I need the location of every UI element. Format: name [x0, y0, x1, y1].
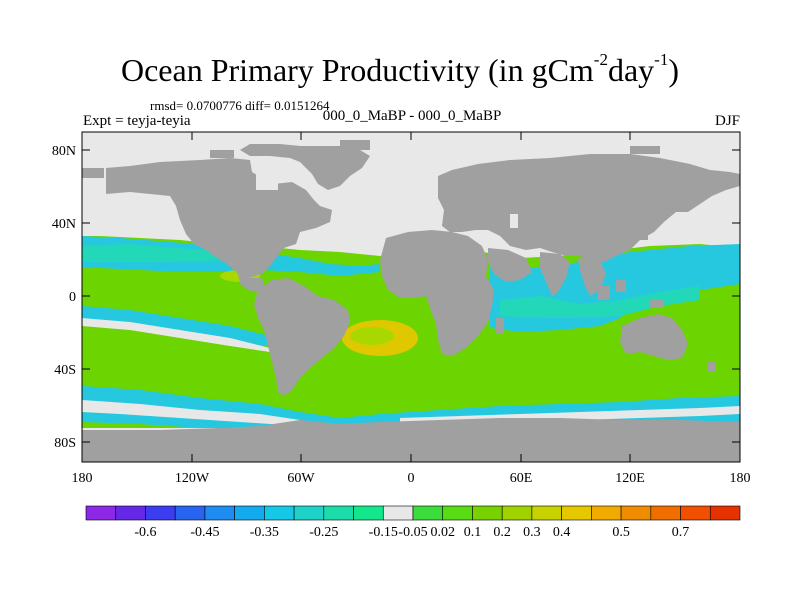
colorbar-swatch — [382, 505, 414, 521]
colorbar-label: 0.1 — [464, 525, 482, 540]
land-scandinavia — [440, 172, 462, 210]
y-tick-40n: 40N — [52, 217, 76, 232]
x-axis: 180 120W 60W 0 60E 120E 180 — [72, 132, 751, 486]
colorbar-label: -0.05 — [398, 525, 427, 540]
colorbar-labels: -0.6 -0.45 -0.35 -0.25 -0.15 -0.05 0.02 0.1 0.2 0… — [134, 525, 689, 540]
x-tick-180e: 180 — [730, 471, 751, 486]
colorbar-swatch — [442, 505, 473, 521]
land-arctic-island-2 — [630, 146, 660, 154]
colorbar-label: 0.02 — [430, 525, 455, 540]
y-tick-0: 0 — [69, 290, 76, 305]
x-tick-60e: 60E — [510, 471, 533, 486]
colorbar-swatch — [115, 505, 146, 521]
land-borneo — [616, 280, 626, 292]
colorbar-label: 0.5 — [612, 525, 630, 540]
time-period-label: 000_0_MaBP - 000_0_MaBP — [322, 108, 502, 124]
canada-lake — [292, 168, 302, 178]
colorbar-swatch — [174, 505, 206, 521]
land-alaska-tip — [82, 168, 104, 178]
x-tick-120w: 120W — [175, 471, 210, 486]
colorbar-label: 0.4 — [553, 525, 571, 540]
colorbar-swatch — [709, 505, 741, 521]
map-plot-area — [82, 132, 740, 462]
rmsd-diff-stats: rmsd= 0.0700776 diff= 0.0151264 — [150, 98, 330, 113]
indian-pacific-teal — [500, 286, 700, 318]
land-new-zealand — [708, 362, 716, 372]
colorbar-swatch — [650, 505, 681, 521]
land-south-america — [254, 278, 350, 396]
colorbar-swatch — [412, 505, 444, 521]
colorbar-swatch — [561, 505, 592, 521]
land-madagascar — [496, 318, 504, 334]
land-greenland — [240, 144, 370, 190]
colorbar-label: -0.25 — [309, 525, 338, 540]
experiment-label: Expt = teyja-teyia — [83, 113, 191, 129]
colorbar-swatch — [591, 505, 622, 521]
colorbar-swatch — [353, 505, 384, 521]
colorbar-label: -0.35 — [250, 525, 279, 540]
colorbar-swatch — [323, 505, 354, 521]
colorbar-swatch — [531, 505, 562, 521]
x-tick-60w: 60W — [287, 471, 315, 486]
land-central-america — [238, 274, 264, 292]
caspian-sea — [510, 214, 518, 228]
land-arabia — [488, 248, 532, 282]
colorbar-swatch — [204, 505, 235, 521]
land-antarctica — [82, 418, 740, 462]
land-australia — [620, 314, 688, 360]
colorbar-label: -0.6 — [134, 525, 156, 540]
land-india — [540, 252, 570, 296]
land-new-guinea — [650, 300, 664, 308]
colorbar-label: 0.3 — [523, 525, 541, 540]
colorbar-swatch — [234, 505, 265, 521]
colorbar-swatch — [501, 505, 533, 521]
south-pacific-cyan-streak — [82, 306, 270, 346]
x-tick-0: 0 — [408, 471, 415, 486]
x-tick-120e: 120E — [615, 471, 645, 486]
plot-title: Ocean Primary Productivity (in gCm-2day-… — [120, 50, 679, 88]
land-sumatra — [598, 286, 610, 300]
land-africa — [380, 230, 494, 356]
colorbar-swatch — [680, 505, 711, 521]
land-arctic-island-3 — [210, 150, 234, 158]
colorbar-label: -0.15 — [369, 525, 398, 540]
colorbar — [85, 505, 741, 521]
land-arctic-island-1 — [340, 140, 370, 150]
y-axis: 80N 40N 0 40S 80S — [52, 144, 740, 451]
hudson-bay — [256, 174, 278, 190]
colorbar-label: 0.2 — [493, 525, 511, 540]
colorbar-swatch — [472, 505, 503, 521]
south-atlantic-positive-inner — [350, 327, 394, 345]
colorbar-swatch — [620, 505, 652, 521]
colorbar-swatch — [85, 505, 117, 521]
y-tick-80n: 80N — [52, 144, 76, 159]
colorbar-label: 0.7 — [672, 525, 690, 540]
colorbar-swatch — [264, 505, 295, 521]
north-pacific-teal — [82, 244, 230, 262]
south-pacific-white-streak — [82, 318, 270, 352]
southern-ocean-white-band — [82, 400, 300, 426]
colorbar-swatch — [293, 505, 325, 521]
colorbar-swatch — [145, 505, 176, 521]
land-eurasia — [438, 154, 740, 262]
x-tick-180w: 180 — [72, 471, 93, 486]
land-japan — [640, 226, 648, 240]
y-tick-40s: 40S — [54, 363, 76, 378]
colorbar-label: -0.45 — [190, 525, 219, 540]
season-label: DJF — [714, 113, 740, 129]
y-tick-80s: 80S — [54, 436, 76, 451]
